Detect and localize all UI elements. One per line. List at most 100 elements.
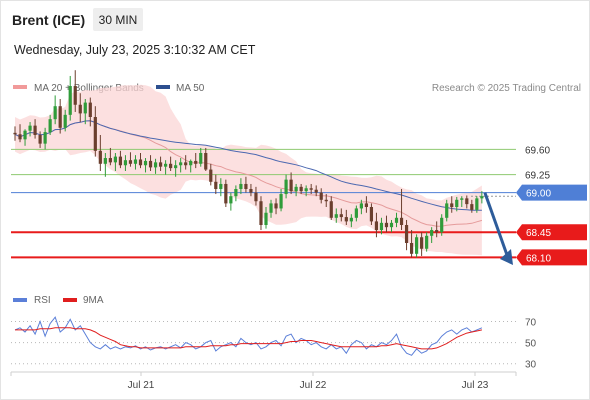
candle-body bbox=[153, 162, 158, 168]
candle-body bbox=[229, 196, 233, 204]
candle-body bbox=[18, 134, 22, 140]
candle-body bbox=[480, 196, 484, 199]
candle-body bbox=[88, 102, 92, 117]
candle-body bbox=[234, 189, 238, 197]
candle-body bbox=[409, 243, 414, 254]
candle-body bbox=[344, 217, 348, 222]
rsi-tick-30: 30 bbox=[525, 360, 537, 371]
level-tag-68.45 bbox=[516, 224, 587, 241]
candle-body bbox=[399, 217, 404, 225]
ma20-legend-label: MA 20 + Bollinger Bands bbox=[34, 83, 144, 94]
candle-body bbox=[43, 132, 47, 144]
candle-body bbox=[440, 217, 444, 233]
candle-body bbox=[83, 102, 87, 114]
rsi-panel: 70 50 30 bbox=[11, 316, 537, 371]
ma50-legend-swatch bbox=[156, 85, 170, 89]
candle-body bbox=[148, 160, 153, 168]
candle-body bbox=[425, 235, 429, 249]
level-tag-69.00 bbox=[516, 184, 587, 201]
forecast-arrow-shaft bbox=[483, 192, 509, 256]
candle-body bbox=[254, 192, 258, 202]
candle-body bbox=[420, 237, 424, 249]
candle-body bbox=[184, 162, 188, 166]
candle-body bbox=[304, 188, 308, 192]
candle-body bbox=[284, 179, 288, 195]
candle-body bbox=[209, 169, 213, 182]
level-label-69.00: 69.00 bbox=[526, 189, 551, 200]
candle-body bbox=[58, 106, 62, 128]
candle-body bbox=[13, 132, 17, 135]
level-tag-68.10 bbox=[516, 249, 587, 266]
candle-body bbox=[33, 125, 37, 135]
candle-body bbox=[309, 188, 313, 190]
x-tick-label: Jul 21 bbox=[128, 380, 155, 391]
candle-body bbox=[364, 203, 368, 207]
candle-body bbox=[68, 86, 72, 115]
candle-body bbox=[63, 114, 67, 128]
candle-body bbox=[28, 125, 32, 131]
candle-body bbox=[204, 153, 208, 170]
rsi-legend-label: RSI bbox=[34, 295, 51, 306]
candle-body bbox=[415, 237, 419, 254]
candle-body bbox=[179, 162, 183, 166]
candle-body bbox=[38, 135, 42, 144]
candle-body bbox=[394, 217, 399, 223]
candle-body bbox=[103, 158, 107, 164]
level-label-68.10: 68.10 bbox=[526, 253, 551, 264]
candle-body bbox=[249, 189, 253, 193]
candle-body bbox=[379, 222, 384, 231]
x-tick-label: Jul 22 bbox=[300, 380, 327, 391]
candle-body bbox=[384, 222, 389, 228]
report-datetime: Wednesday, July 23, 2025 3:10:32 AM CET bbox=[14, 43, 256, 57]
candle-body bbox=[93, 117, 97, 151]
forecast-arrow-head bbox=[500, 249, 513, 265]
level-label-69.25: 69.25 bbox=[525, 171, 550, 182]
level-label-69.60: 69.60 bbox=[525, 145, 550, 156]
candle-body bbox=[53, 106, 57, 120]
candle-body bbox=[274, 203, 278, 209]
candle-body bbox=[133, 159, 138, 164]
candle-body bbox=[374, 221, 379, 231]
candle-body bbox=[339, 214, 343, 218]
candle-body bbox=[48, 119, 52, 133]
candle-body bbox=[174, 165, 178, 169]
candle-body bbox=[289, 179, 293, 192]
candle-body bbox=[123, 160, 128, 166]
candle-body bbox=[158, 162, 163, 167]
ma50-line bbox=[14, 120, 482, 211]
candle-body bbox=[259, 201, 263, 225]
candle-body bbox=[435, 230, 439, 233]
candle-body bbox=[369, 207, 374, 222]
candle-body bbox=[324, 199, 328, 202]
candle-body bbox=[465, 198, 469, 205]
candle-body bbox=[199, 153, 203, 164]
candle-body bbox=[118, 156, 123, 166]
candle-body bbox=[329, 201, 333, 218]
ma20-legend-swatch bbox=[13, 85, 27, 89]
rsi-line bbox=[14, 316, 483, 356]
candle-body bbox=[23, 130, 27, 140]
candle-body bbox=[455, 199, 459, 207]
candle-body bbox=[470, 204, 474, 210]
candle-body bbox=[389, 222, 394, 228]
candle-body bbox=[244, 183, 248, 189]
candle-body bbox=[299, 186, 303, 192]
x-tick-label: Jul 23 bbox=[462, 380, 489, 391]
level-label-68.45: 68.45 bbox=[526, 228, 551, 239]
bollinger-band bbox=[15, 84, 482, 256]
candle-body bbox=[219, 183, 223, 189]
timeframe-label: 30 MIN bbox=[99, 13, 138, 27]
candle-body bbox=[239, 183, 243, 189]
credit-text: Research © 2025 Trading Central bbox=[432, 83, 581, 94]
timeframe-badge bbox=[93, 8, 143, 31]
candle-body bbox=[460, 198, 464, 200]
rsi-9ma-line bbox=[15, 327, 483, 350]
candle-body bbox=[294, 186, 298, 192]
rsi-tick-50: 50 bbox=[525, 339, 537, 350]
time-axis: Jul 21 Jul 22 Jul 23 bbox=[10, 371, 517, 391]
candle-body bbox=[445, 203, 449, 218]
candle-body bbox=[214, 181, 218, 189]
candle-body bbox=[359, 203, 363, 209]
candle-body bbox=[143, 160, 148, 166]
